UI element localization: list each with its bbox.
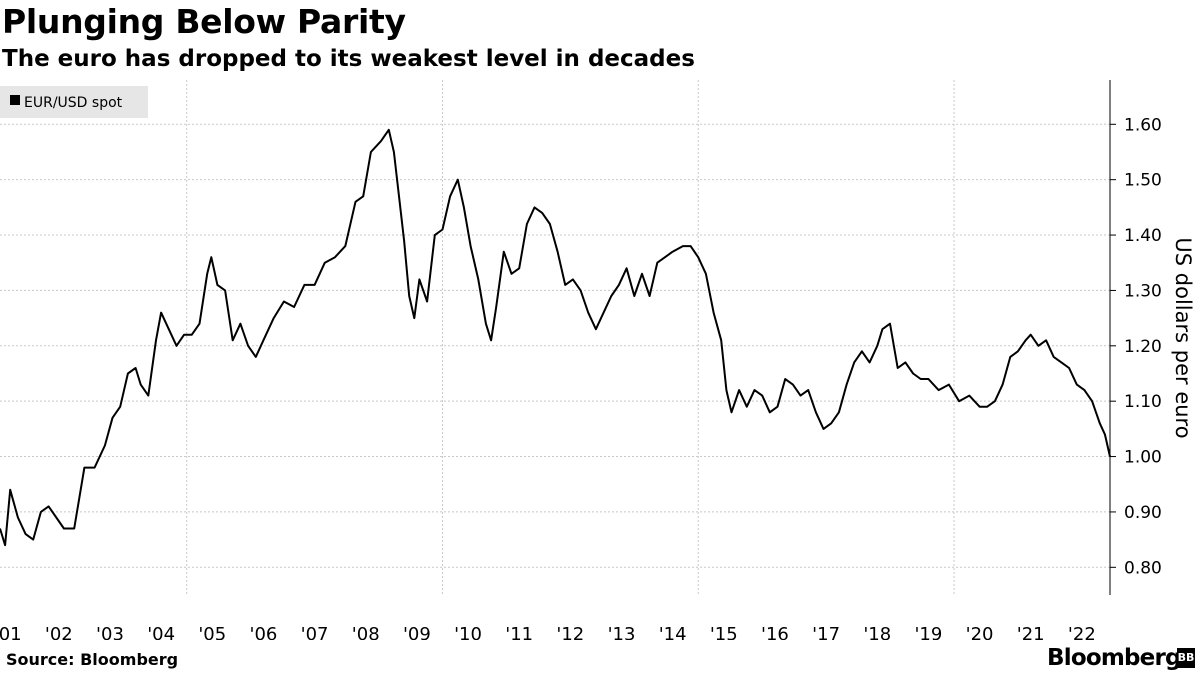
x-tick-label: '15 <box>710 624 738 640</box>
chart-title: Plunging Below Parity <box>2 2 406 41</box>
y-tick-label: 1.40 <box>1124 226 1162 246</box>
legend-swatch <box>10 95 20 105</box>
y-tick-label: 0.80 <box>1124 558 1162 578</box>
x-tick-label: '01 <box>0 624 22 640</box>
legend-background <box>0 86 148 118</box>
x-tick-label: '09 <box>403 624 431 640</box>
y-tick-label: 1.10 <box>1124 392 1162 412</box>
y-tick-label: 1.50 <box>1124 171 1162 191</box>
x-tick-label: '11 <box>505 624 533 640</box>
y-tick-label: 0.90 <box>1124 503 1162 523</box>
x-tick-label: '16 <box>761 624 789 640</box>
x-tick-label: '21 <box>1017 624 1045 640</box>
x-tick-label: '19 <box>914 624 942 640</box>
x-tick-label: '03 <box>96 624 124 640</box>
y-tick-label: 1.30 <box>1124 281 1162 301</box>
y-axis: 0.80 0.90 1.00 1.10 1.20 1.30 1.40 1.50 1.60 <box>1109 80 1162 595</box>
x-tick-label: '07 <box>301 624 329 640</box>
x-axis: '01 '02 '03 '04 '05 '06 '07 '08 '09 '10 '11 '12 '13 '… <box>0 624 1096 640</box>
series <box>0 128 1111 547</box>
x-tick-label: '05 <box>198 624 226 640</box>
source-note: Source: Bloomberg <box>6 650 179 669</box>
brand-logo: Bloomberg <box>1047 645 1181 671</box>
brand-mark-icon: BB <box>1177 648 1195 668</box>
x-tick-label: '18 <box>863 624 891 640</box>
y-axis-label: US dollars per euro <box>1171 237 1195 438</box>
x-tick-label: '20 <box>966 624 994 640</box>
chart-subtitle: The euro has dropped to its weakest leve… <box>2 46 695 72</box>
x-tick-label: '13 <box>608 624 636 640</box>
x-tick-label: '02 <box>45 624 73 640</box>
series-line-eur-usd <box>0 128 1111 547</box>
grid <box>0 80 1110 595</box>
x-tick-label: '22 <box>1068 624 1096 640</box>
line-chart: '01 '02 '03 '04 '05 '06 '07 '08 '09 '10 '11 '12 '13 '… <box>0 80 1195 640</box>
x-tick-label: '17 <box>812 624 840 640</box>
y-tick-label: 1.00 <box>1124 448 1162 468</box>
y-tick-label: 1.20 <box>1124 337 1162 357</box>
x-tick-label: '10 <box>454 624 482 640</box>
x-tick-label: '14 <box>659 624 687 640</box>
y-tick-label: 1.60 <box>1124 115 1162 135</box>
x-tick-label: '08 <box>352 624 380 640</box>
x-tick-label: '06 <box>250 624 278 640</box>
x-tick-label: '12 <box>556 624 584 640</box>
legend: EUR/USD spot <box>0 86 148 118</box>
legend-label: EUR/USD spot <box>24 95 123 111</box>
x-tick-label: '04 <box>147 624 175 640</box>
